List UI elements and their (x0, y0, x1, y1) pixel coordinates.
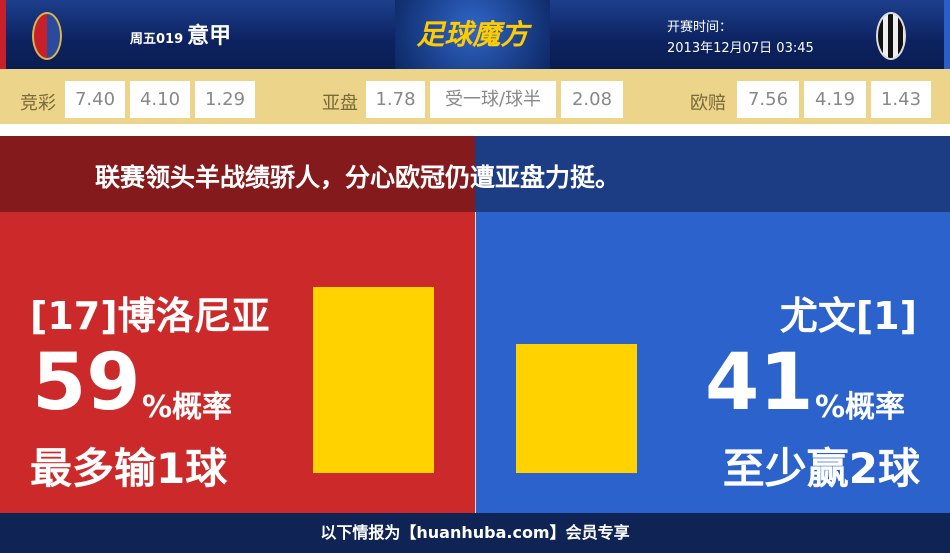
kickoff-value: 2013年12月07日 03:45 (667, 41, 814, 56)
away-pct: 41 (705, 338, 814, 428)
away-team-logo (876, 12, 906, 60)
headline-banner-right (475, 136, 950, 212)
ah-handicap: 受一球/球半 (430, 81, 556, 118)
league-name: 意甲 (187, 24, 232, 49)
jc-odd: 1.29 (195, 81, 255, 118)
home-pct: 59 (32, 338, 141, 428)
jc-label: 竞彩 (20, 93, 56, 114)
jc-odd: 4.10 (130, 81, 190, 118)
kickoff-time: 开赛时间： 2013年12月07日 03:45 (667, 17, 814, 59)
home-pct-unit: %概率 (142, 390, 233, 425)
ah-odd: 2.08 (561, 81, 623, 118)
headline: 联赛领头羊战绩骄人，分心欧冠仍遭亚盘力挺。 (95, 163, 621, 192)
eu-odd: 7.56 (737, 81, 799, 118)
headline-banner-left (0, 136, 475, 212)
home-outcome: 最多输1球 (30, 444, 228, 493)
ah-odd: 1.78 (366, 81, 425, 118)
eu-odd: 4.19 (804, 81, 866, 118)
away-probability-bar (516, 343, 637, 473)
member-footer[interactable]: 以下情报为【huanhuba.com】会员专享 (0, 513, 950, 553)
away-team-name: 尤文[1] (779, 294, 917, 338)
away-panel (475, 212, 950, 513)
brand-logo: 足球魔方 (395, 0, 550, 69)
jc-odd: 7.40 (65, 81, 125, 118)
eu-odd: 1.43 (871, 81, 931, 118)
league-info: 周五019 意甲 (130, 18, 231, 50)
match-number: 周五019 (130, 32, 184, 47)
away-outcome: 至少赢2球 (722, 444, 920, 493)
odds-bar: 竞彩 7.40 4.10 1.29 亚盘 1.78 受一球/球半 2.08 欧赔… (0, 69, 950, 130)
home-team-logo (32, 12, 62, 60)
home-panel (0, 212, 475, 513)
eu-label: 欧赔 (690, 93, 726, 114)
ah-label: 亚盘 (322, 93, 358, 114)
kickoff-label: 开赛时间： (667, 20, 733, 35)
away-pct-unit: %概率 (815, 390, 906, 425)
home-probability-bar (313, 287, 434, 473)
home-team-name: [17]博洛尼亚 (30, 294, 270, 338)
